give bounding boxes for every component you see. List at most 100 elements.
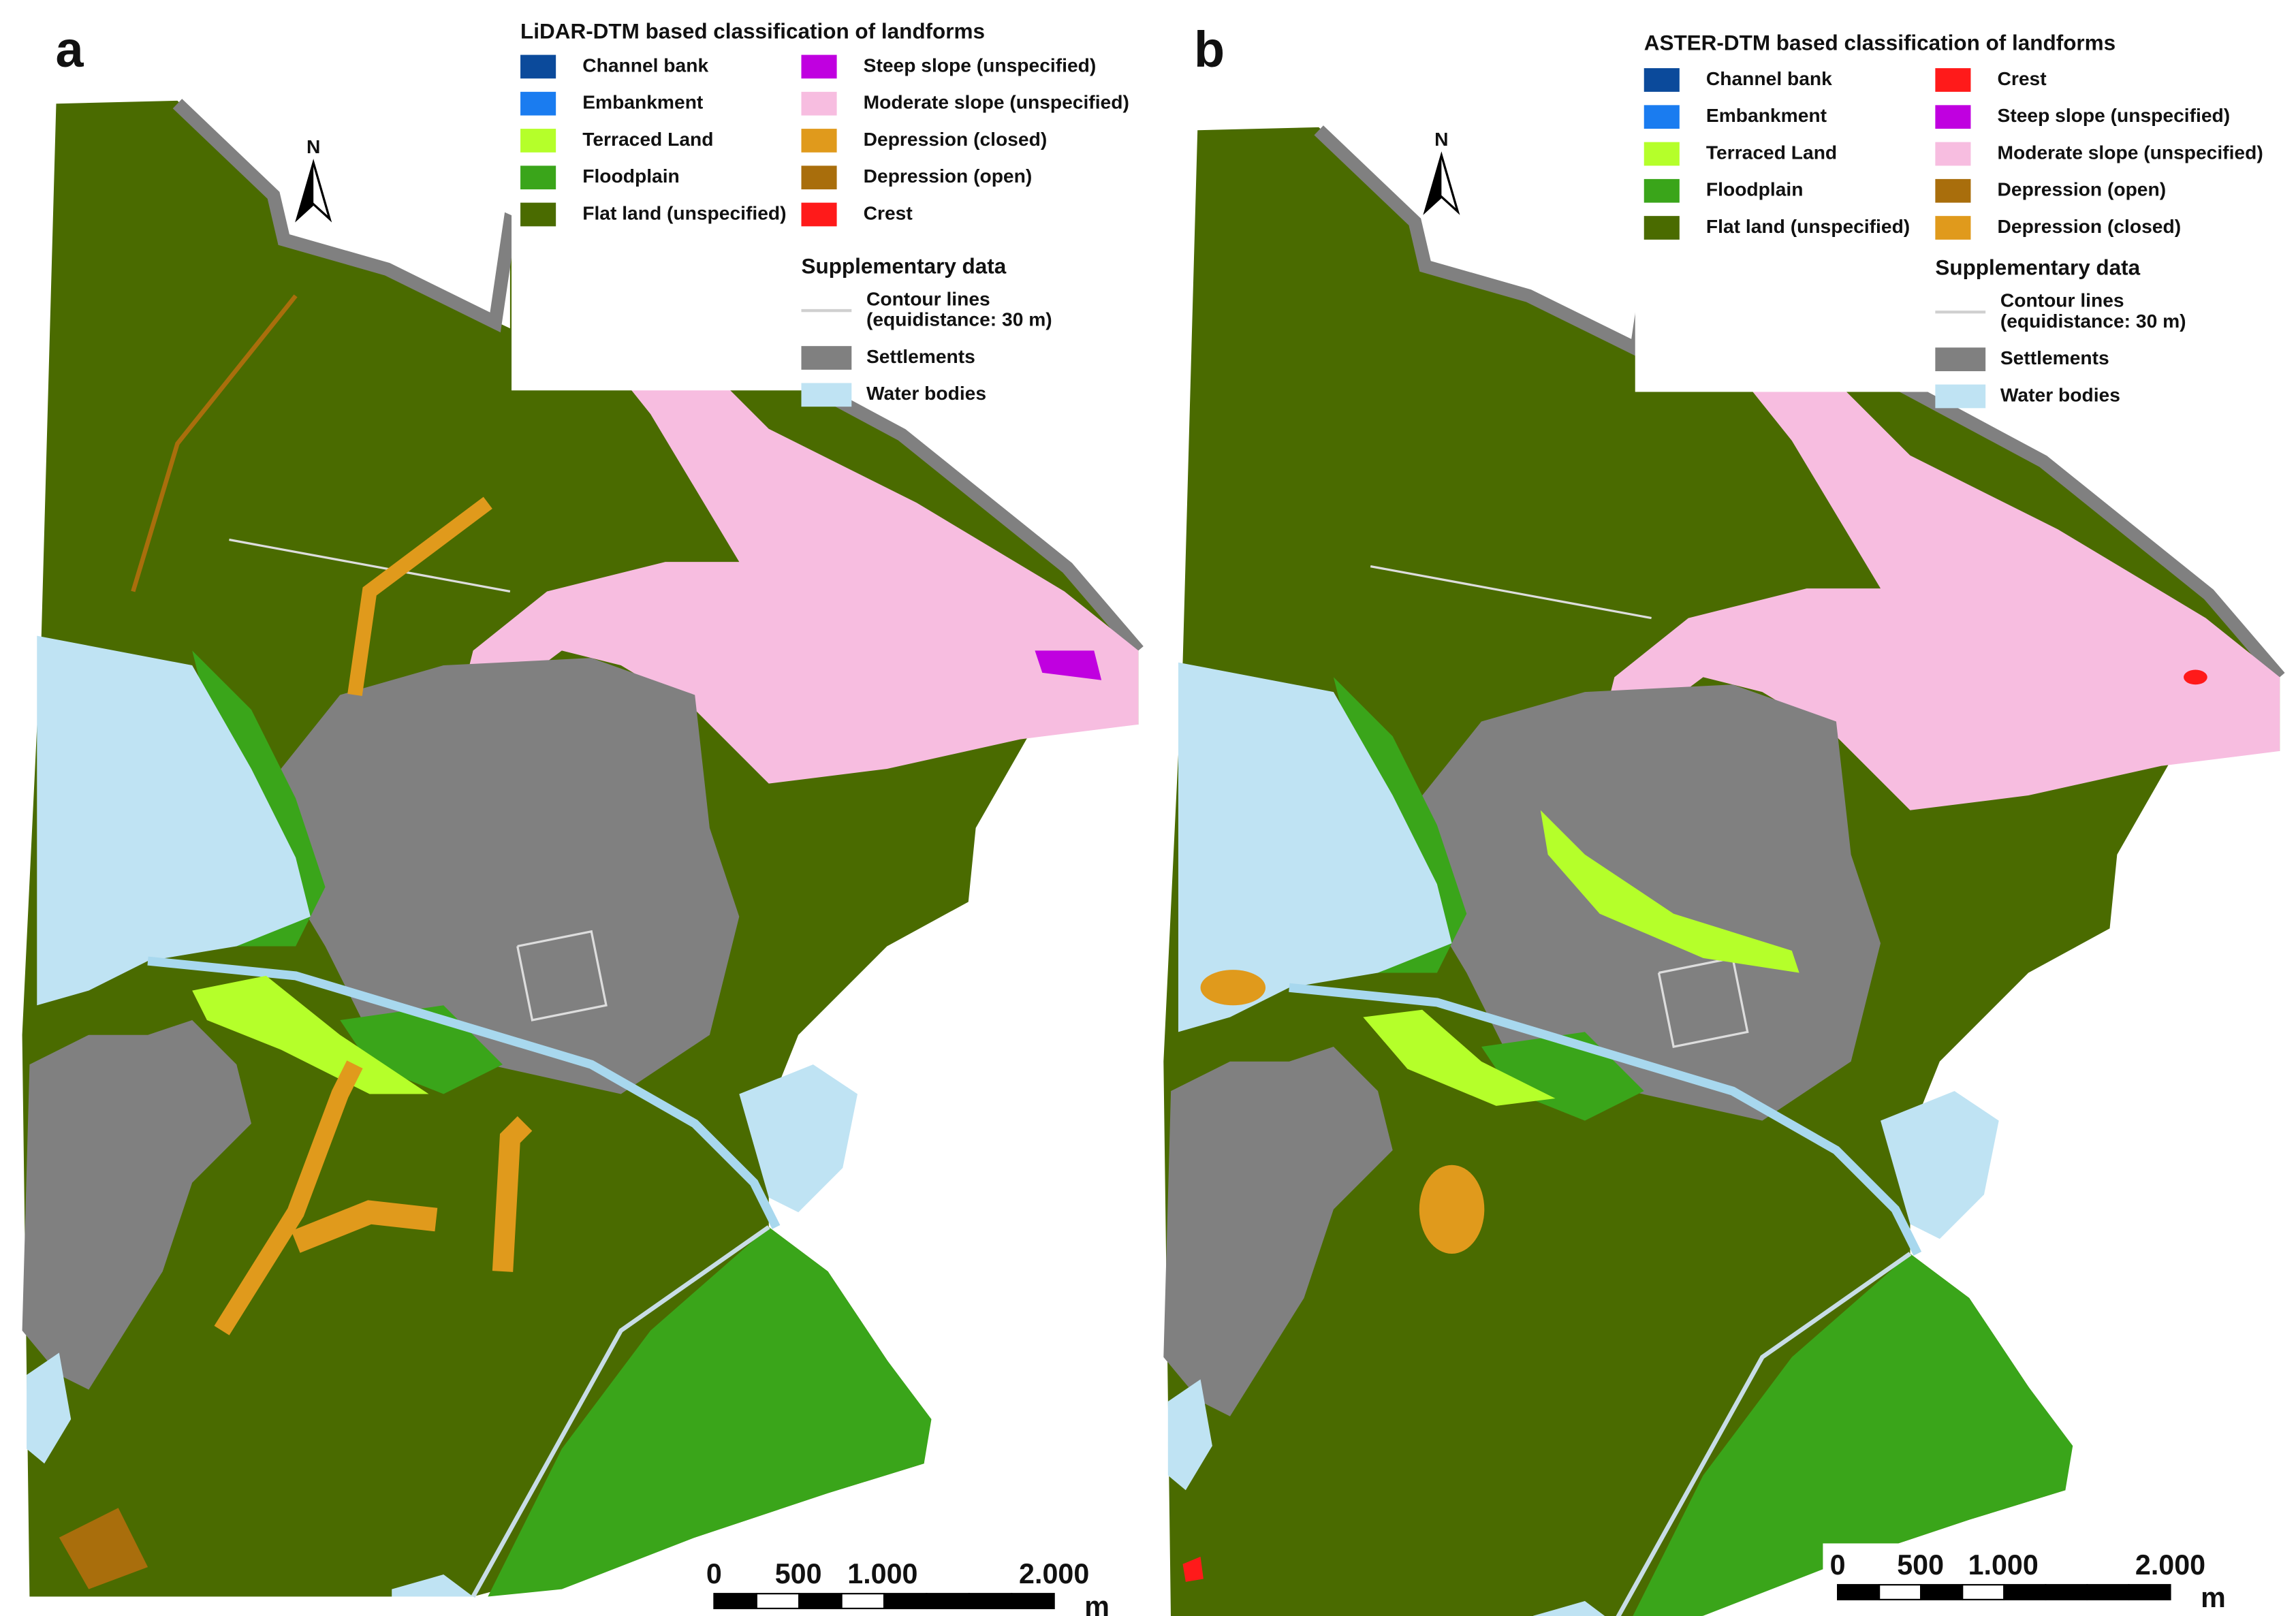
legend-swatch [1644,105,1680,129]
legend-swatch [1935,216,1971,240]
depression-closed [492,1116,533,1272]
legend-label: Steep slope (unspecified) [1998,104,2231,126]
scale-bar-unit: m [1084,1591,1110,1616]
scale-bar-label: 1.000 [1968,1549,2039,1581]
legend-swatch [801,346,852,370]
scale-bar-segment [1962,1584,2005,1600]
crest [1182,1556,1204,1582]
terraced-land [1540,810,1799,973]
legend-label: Depression (open) [1998,178,2167,200]
legend-label: Terraced Land [1706,141,1837,163]
legend-swatch [1644,178,1680,203]
annotations: a LiDAR-DTM based classification of landf… [55,14,2289,1616]
depression-closed [291,1200,438,1253]
legend-label: Water bodies [866,382,986,404]
legend-label: Flat land (unspecified) [582,202,786,223]
legend-swatch [1644,142,1680,166]
north-label: N [1434,128,1448,150]
scale-bar-label: 500 [1897,1549,1944,1581]
depression-closed [214,1060,363,1335]
legend-swatch [520,165,556,190]
legend-swatch [801,91,837,116]
scale-bar-segment [1011,1593,1055,1609]
scale-bar-segment [2128,1584,2171,1600]
legend-label: Channel bank [582,54,708,76]
panel-label: a [55,21,84,78]
legend-swatch [801,129,837,153]
legend-swatch [801,202,837,227]
legend-swatch [1935,178,1971,203]
legend-label: Depression (open) [864,165,1033,187]
map-b-overlay [1182,669,2207,1582]
legend-label: Contour lines [866,287,990,309]
legend-label: Channel bank [1706,67,1832,89]
legend-swatch [1935,384,1986,409]
legend-label: (equidistance: 30 m) [2000,310,2186,332]
scale-bar-label: 2.000 [1019,1558,1089,1589]
scale-bar-segment [713,1593,757,1609]
legend-label: Crest [1998,67,2047,89]
legend-label: Embankment [582,91,704,113]
legend-swatch [1935,68,1971,92]
legend-swatch [1935,105,1971,129]
steep-slope [1035,650,1102,680]
crest [2184,669,2207,685]
legend-label: Moderate slope (unspecified) [1998,141,2263,163]
legend-label: Settlements [2000,347,2109,368]
scale-bar-segment [2003,1584,2047,1600]
depression-open [59,1508,148,1589]
legend-swatch [520,202,556,227]
terraced-land [1363,1009,1556,1106]
legend-label: Flat land (unspecified) [1706,215,1910,237]
legend-label: Water bodies [2000,383,2120,405]
legend-swatch [1644,68,1680,92]
legend-swatch [520,91,556,116]
legend-label: Terraced Land [582,128,713,150]
legend-swatch [801,383,852,407]
panel-label: b [1194,21,1225,78]
legend-swatch [1935,142,1971,166]
legend-label: Floodplain [1706,178,1804,200]
map-a-overlay [59,294,1102,1589]
scale-bar-segment [883,1593,928,1609]
scale-bar-label: 0 [1830,1549,1846,1581]
scale-bar-label: 1.000 [847,1558,917,1589]
legend-title: LiDAR-DTM based classification of landfo… [520,19,985,43]
legend-swatch [520,54,556,79]
north-label: N [306,136,320,157]
scale-bar-background [1823,1543,2243,1615]
scale-bar-segment [2086,1584,2130,1600]
scale-bar-unit: m [2201,1582,2226,1613]
legend-swatch [801,54,837,79]
supplementary-title: Supplementary data [801,254,1006,278]
legend-swatch [520,129,556,153]
scale-bar-segment [1920,1584,1964,1600]
scale-bar-segment [798,1593,843,1609]
scale-bar-segment [968,1593,1013,1609]
scale-bar-segment [1837,1584,1881,1600]
legend-swatch [801,165,837,190]
scale-bar-segment [2045,1584,2088,1600]
legend-label: Settlements [866,345,975,367]
depression-closed [1200,970,1266,1006]
terraced-land [192,975,429,1094]
legend-label: Depression (closed) [1998,215,2182,237]
scale-bar-label: 2.000 [2135,1549,2205,1581]
legend-label: Steep slope (unspecified) [864,54,1097,76]
scale-bar-segment [755,1593,800,1609]
legend-label: Crest [864,202,913,223]
legend-title: ASTER-DTM based classification of landfo… [1644,31,2116,55]
supplementary-title: Supplementary data [1935,256,2140,280]
legend-swatch [1935,347,1986,372]
legend-label: Floodplain [582,165,680,187]
scale-bar-label: 500 [775,1558,822,1589]
scale-bar-segment [926,1593,970,1609]
scale-bar-label: 0 [706,1558,722,1589]
legend-label: (equidistance: 30 m) [866,308,1052,330]
legend-label: Moderate slope (unspecified) [864,91,1129,113]
north-arrow-half [1425,155,1442,212]
depression-closed [347,496,492,696]
legend-label: Contour lines [2000,289,2124,311]
